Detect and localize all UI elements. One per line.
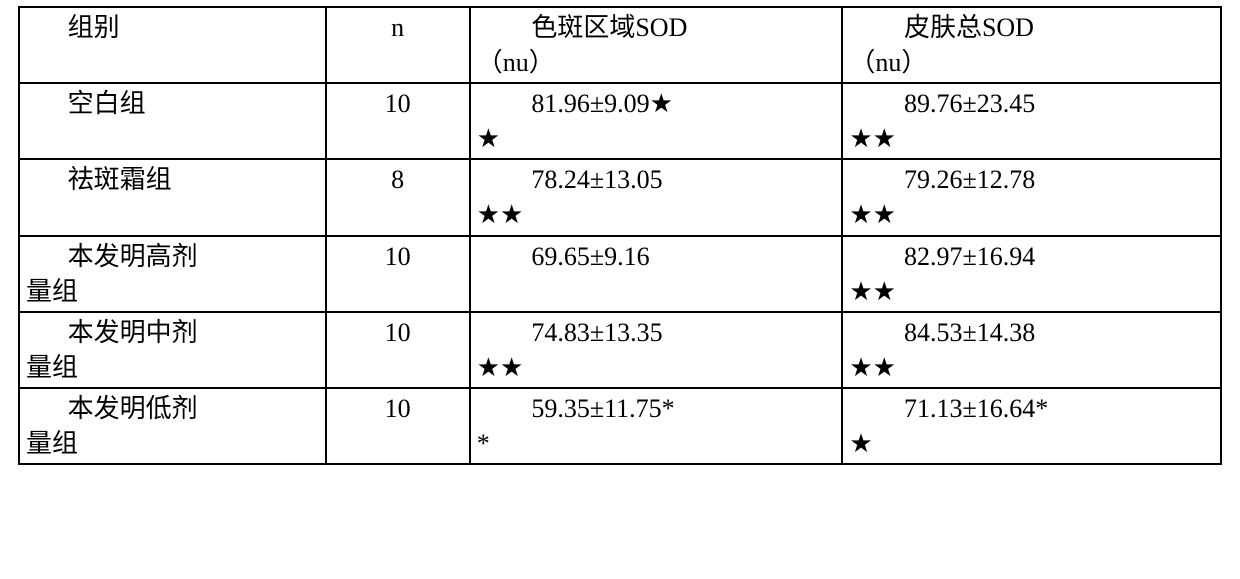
group-l1: 本发明低剂: [68, 394, 198, 423]
header-group: 组别: [19, 7, 326, 83]
header-col3-l2: （nu）: [477, 48, 555, 77]
c4-l2: ★: [849, 429, 872, 458]
cell-sod-spot: 81.96±9.09★ ★: [470, 83, 843, 159]
cell-group: 祛斑霜组: [19, 159, 326, 235]
table-row: 祛斑霜组 8 78.24±13.05 ★★ 79.26±12.78 ★★: [19, 159, 1221, 235]
c4-l1: 71.13±16.64*: [904, 394, 1048, 423]
c3-l2: ★★: [477, 353, 524, 382]
n-value: 10: [385, 394, 411, 423]
c4-l1: 84.53±14.38: [904, 318, 1035, 347]
group-l1: 祛斑霜组: [68, 165, 172, 194]
cell-n: 10: [326, 236, 470, 312]
cell-sod-spot: 59.35±11.75* *: [470, 388, 843, 464]
table-row: 本发明高剂 量组 10 69.65±9.16 82.97±16.94 ★★: [19, 236, 1221, 312]
header-col3: 色斑区域SOD （nu）: [470, 7, 843, 83]
page: 组别 n 色斑区域SOD （nu） 皮肤总SOD （nu） 空白组 10 81.…: [0, 0, 1240, 579]
header-n: n: [326, 7, 470, 83]
n-value: 10: [385, 242, 411, 271]
c4-l1: 82.97±16.94: [904, 242, 1035, 271]
cell-sod-total: 82.97±16.94 ★★: [842, 236, 1221, 312]
header-col4-l2: （nu）: [849, 48, 927, 77]
table-row: 本发明中剂 量组 10 74.83±13.35 ★★ 84.53±14.38 ★…: [19, 312, 1221, 388]
n-value: 10: [385, 318, 411, 347]
cell-sod-total: 89.76±23.45 ★★: [842, 83, 1221, 159]
header-col4: 皮肤总SOD （nu）: [842, 7, 1221, 83]
cell-sod-spot: 69.65±9.16: [470, 236, 843, 312]
c4-l2: ★★: [849, 277, 896, 306]
cell-n: 10: [326, 83, 470, 159]
cell-group: 空白组: [19, 83, 326, 159]
c3-l1: 69.65±9.16: [531, 242, 649, 271]
c4-l1: 79.26±12.78: [904, 165, 1035, 194]
c3-l2: ★★: [477, 200, 524, 229]
header-col4-l1: 皮肤总SOD: [904, 13, 1034, 42]
c4-l2: ★★: [849, 200, 896, 229]
header-group-text: 组别: [68, 13, 120, 42]
cell-sod-spot: 74.83±13.35 ★★: [470, 312, 843, 388]
group-l2: 量组: [26, 277, 78, 306]
group-l2: 量组: [26, 429, 78, 458]
cell-n: 8: [326, 159, 470, 235]
n-value: 8: [391, 165, 404, 194]
c3-l1: 74.83±13.35: [531, 318, 662, 347]
data-table: 组别 n 色斑区域SOD （nu） 皮肤总SOD （nu） 空白组 10 81.…: [18, 6, 1222, 465]
cell-group: 本发明中剂 量组: [19, 312, 326, 388]
c3-l2: *: [477, 429, 490, 458]
cell-sod-total: 84.53±14.38 ★★: [842, 312, 1221, 388]
n-value: 10: [385, 89, 411, 118]
table-row: 空白组 10 81.96±9.09★ ★ 89.76±23.45 ★★: [19, 83, 1221, 159]
c4-l2: ★★: [849, 353, 896, 382]
c4-l1: 89.76±23.45: [904, 89, 1035, 118]
cell-sod-spot: 78.24±13.05 ★★: [470, 159, 843, 235]
group-l2: 量组: [26, 353, 78, 382]
cell-group: 本发明低剂 量组: [19, 388, 326, 464]
c3-l1: 81.96±9.09★: [531, 89, 673, 118]
group-l1: 本发明高剂: [68, 242, 198, 271]
c4-l2: ★★: [849, 124, 896, 153]
c3-l1: 78.24±13.05: [531, 165, 662, 194]
c3-l1: 59.35±11.75*: [531, 394, 674, 423]
c3-l2: ★: [477, 124, 500, 153]
table-row: 本发明低剂 量组 10 59.35±11.75* * 71.13±16.64* …: [19, 388, 1221, 464]
cell-n: 10: [326, 388, 470, 464]
header-n-text: n: [391, 13, 404, 42]
group-l1: 空白组: [68, 89, 146, 118]
cell-sod-total: 71.13±16.64* ★: [842, 388, 1221, 464]
header-col3-l1: 色斑区域SOD: [531, 13, 687, 42]
cell-sod-total: 79.26±12.78 ★★: [842, 159, 1221, 235]
table-header-row: 组别 n 色斑区域SOD （nu） 皮肤总SOD （nu）: [19, 7, 1221, 83]
cell-n: 10: [326, 312, 470, 388]
group-l1: 本发明中剂: [68, 318, 198, 347]
cell-group: 本发明高剂 量组: [19, 236, 326, 312]
